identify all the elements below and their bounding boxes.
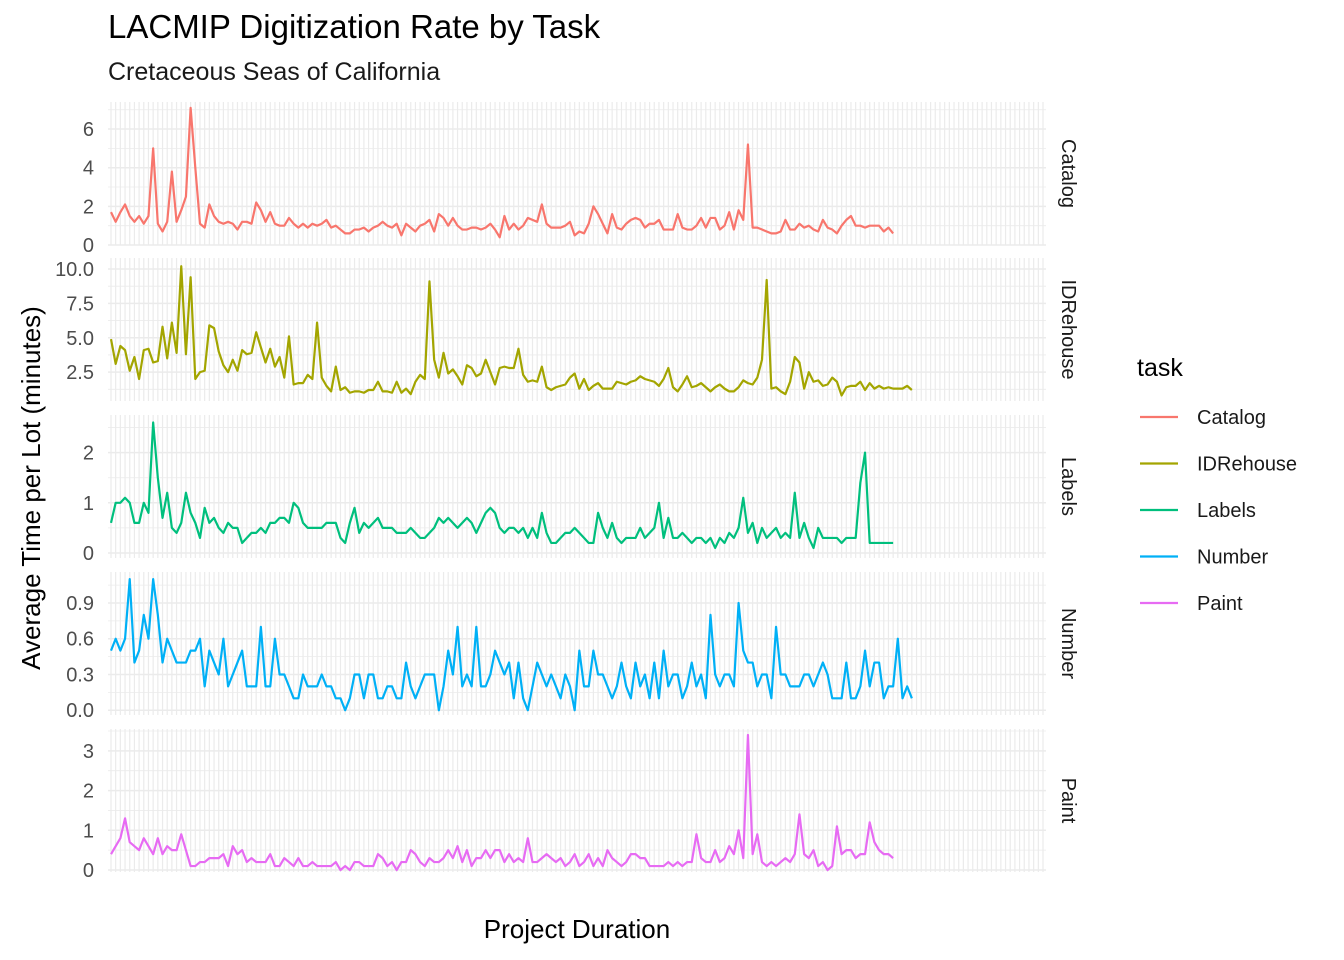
legend-label: Number — [1197, 547, 1268, 569]
legend-label: Paint — [1197, 593, 1243, 615]
y-tick-label: 2.5 — [66, 362, 94, 384]
legend-title: task — [1137, 354, 1183, 382]
y-tick-label: 6 — [83, 119, 94, 141]
horizontal-gridlines — [108, 109, 1046, 246]
y-tick-label: 5.0 — [66, 328, 94, 350]
y-tick-label: 1 — [83, 493, 94, 515]
facet-panel-catalog: 0 2 4 6 Catalog — [83, 102, 1079, 257]
facet-strip-label: Catalog — [1057, 139, 1079, 208]
series-line-paint — [110, 733, 894, 872]
vertical-gridlines — [110, 415, 1044, 558]
y-tick-label: 7.5 — [66, 293, 94, 315]
series-line-catalog — [110, 106, 894, 239]
legend-label: Labels — [1197, 500, 1256, 522]
legend-item-idrehouse: IDRehouse — [1140, 454, 1297, 476]
series-line-number — [109, 578, 913, 712]
y-tick-label: 10.0 — [55, 259, 94, 281]
y-tick-label: 2 — [83, 196, 94, 218]
vertical-gridlines — [110, 258, 1044, 401]
horizontal-gridlines — [108, 268, 1046, 390]
legend-label: IDRehouse — [1197, 454, 1297, 476]
y-tick-label: 0.9 — [66, 593, 94, 615]
facet-strip-label: Number — [1057, 608, 1079, 679]
legend-item-labels: Labels — [1140, 500, 1256, 522]
facet-strip-label: Labels — [1057, 457, 1079, 516]
chart-title: LACMIP Digitization Rate by Task — [108, 8, 601, 45]
x-axis-title: Project Duration — [484, 914, 670, 944]
y-tick-label: 2 — [83, 443, 94, 465]
vertical-gridlines — [110, 102, 1044, 245]
facet-panel-idrehouse: 2.5 5.0 7.5 10.0 IDRehouse — [55, 258, 1079, 401]
chart-subtitle: Cretaceous Seas of California — [108, 58, 441, 86]
y-tick-label: 3 — [83, 741, 94, 763]
horizontal-gridlines — [108, 427, 1046, 554]
y-tick-label: 2 — [83, 781, 94, 803]
facet-panel-labels: 0 1 2 Labels — [83, 415, 1079, 565]
facet-panel-number: 0.0 0.3 0.6 0.9 Number — [66, 572, 1079, 722]
facet-strip-label: IDRehouse — [1057, 279, 1079, 379]
y-tick-label: 0.3 — [66, 664, 94, 686]
legend: task Catalog IDRehouse Labels Number Paint — [1137, 354, 1297, 615]
series-line-labels — [109, 421, 894, 550]
y-tick-label: 0 — [83, 860, 94, 882]
y-tick-label: 4 — [83, 158, 94, 180]
facet-panels: 0246Catalog2.55.07.510.0IDRehouse012Labe… — [55, 102, 1079, 882]
vertical-gridlines — [110, 572, 1044, 715]
legend-item-number: Number — [1140, 547, 1268, 569]
series-line-idrehouse — [109, 265, 913, 397]
y-tick-label: 0 — [83, 235, 94, 257]
y-axis-title: Average Time per Lot (minutes) — [16, 306, 46, 670]
facet-strip-label: Paint — [1057, 778, 1079, 824]
y-tick-label: 0.6 — [66, 629, 94, 651]
y-tick-label: 0.0 — [66, 700, 94, 722]
horizontal-gridlines — [108, 730, 1046, 871]
legend-item-catalog: Catalog — [1140, 407, 1266, 429]
legend-label: Catalog — [1197, 407, 1266, 429]
legend-item-paint: Paint — [1140, 593, 1243, 615]
facet-panel-paint: 0 1 2 3 Paint — [83, 729, 1079, 882]
vertical-gridlines — [110, 729, 1044, 872]
y-tick-label: 0 — [83, 543, 94, 565]
y-tick-label: 1 — [83, 820, 94, 842]
